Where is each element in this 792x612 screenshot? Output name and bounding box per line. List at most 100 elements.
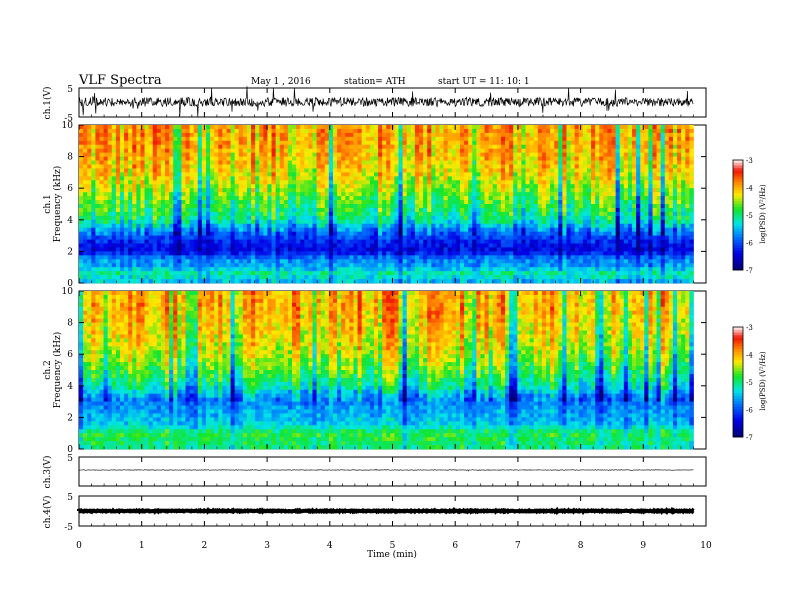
spec-cell [443,172,449,177]
spec-cell [525,215,531,221]
spec-cell [525,152,531,157]
spec-cell [128,192,133,197]
spec-cell [255,211,260,217]
spec-cell [574,211,580,217]
spec-cell [251,125,256,130]
spec-cell [615,132,621,138]
spec-cell [332,132,338,138]
spec-cell [365,223,371,229]
spec-cell [505,172,510,177]
ch1-spectrogram-image [79,125,694,284]
spec-cell [95,227,100,233]
spec-cell [173,136,178,142]
spec-cell [165,148,170,154]
spec-cell [156,168,162,173]
spec-cell [132,239,137,244]
spec-cell [271,176,277,181]
spec-cell [119,176,125,181]
spec-cell [87,156,92,161]
spec-cell [591,188,596,193]
spec-cell [148,192,154,197]
spec-cell [570,235,576,240]
spec-cell [312,211,317,217]
spec-cell [300,215,305,221]
spec-cell [398,188,404,193]
spec-cell [427,204,432,209]
spec-cell [341,128,346,134]
spec-cell [152,207,158,213]
spec-cell [87,128,92,134]
spec-cell [472,188,477,193]
spec-cell [623,160,629,165]
spec-cell [447,180,453,185]
spec-cell [689,251,694,256]
spec-cell [132,243,137,248]
spec-cell [119,239,125,244]
spec-cell [238,172,244,177]
spec-cell [91,251,96,256]
spec-cell [279,243,285,248]
spec-cell [165,227,170,233]
spec-cell [689,204,694,209]
spec-cell [308,196,313,201]
spec-cell [623,128,629,134]
spec-cell [533,243,539,248]
spec-cell [197,144,203,150]
spec-cell [615,184,621,189]
spec-cell [357,172,363,177]
spec-cell [222,207,227,213]
spec-cell [509,140,514,146]
spec-cell [685,160,690,165]
spec-cell [79,231,84,236]
spec-cell [672,247,678,252]
spec-cell [160,132,166,138]
spec-cell [529,180,535,185]
spec-cell [103,180,109,185]
spec-cell [103,235,109,240]
spec-cell [91,227,96,233]
spec-cell [435,148,440,154]
spec-cell [378,156,383,161]
spec-cell [554,176,559,181]
spec-cell [308,192,313,197]
spec-cell [279,136,285,142]
spec-cell [337,140,342,146]
spec-cell [124,144,129,150]
spec-cell [664,128,670,134]
spec-cell [132,196,137,201]
spec-cell [545,204,551,209]
spec-cell [636,144,641,150]
spec-cell [169,156,174,161]
spec-cell [492,223,498,229]
spec-cell [185,204,191,209]
spec-cell [615,128,621,134]
spec-cell [521,207,526,213]
spec-cell [652,204,657,209]
spec-cell [156,136,162,142]
spec-cell [570,184,576,189]
spec-cell [517,128,522,134]
spec-cell [214,188,219,193]
spec-cell [238,188,244,193]
spec-cell [341,219,346,225]
spec-cell [586,148,592,154]
spec-cell [521,188,526,193]
spec-cell [664,180,670,185]
spec-cell [124,188,129,193]
spec-cell [464,251,469,256]
spec-cell [185,148,191,154]
spec-cell [345,231,350,236]
spec-cell [373,243,379,248]
spec-cell [99,180,104,185]
spec-cell [582,211,588,217]
spec-cell [341,243,346,248]
spec-cell [488,227,494,233]
spec-cell [677,140,682,146]
spec-cell [623,204,629,209]
spec-cell [173,231,178,236]
spec-cell [148,223,154,229]
spec-cell [652,184,657,189]
spec-cell [488,144,494,150]
spec-cell [611,219,617,225]
spec-cell [308,235,313,240]
